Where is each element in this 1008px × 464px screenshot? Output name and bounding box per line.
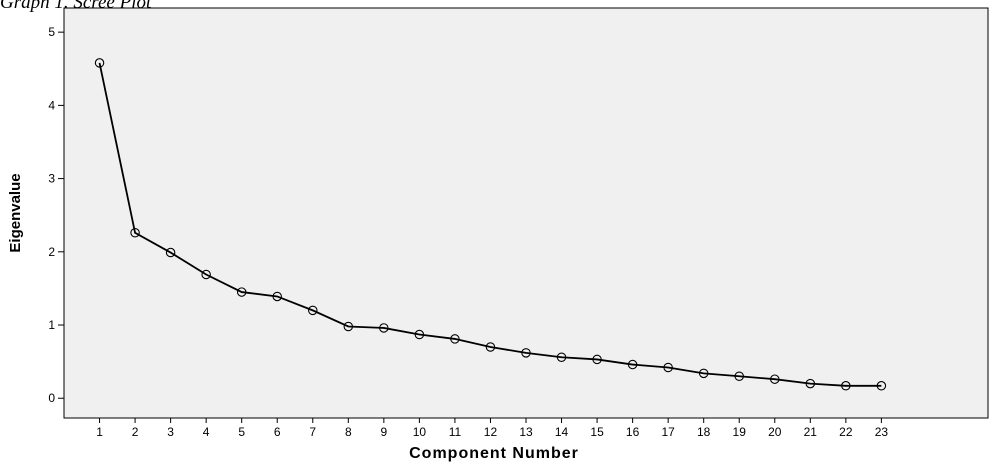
series-line [98, 62, 882, 387]
y-tick-label: 3 [48, 172, 55, 186]
data-point-marker [841, 381, 851, 391]
x-tick-label: 5 [238, 425, 245, 439]
x-tick-label: 15 [590, 425, 604, 439]
x-tick-label: 4 [203, 425, 210, 439]
y-tick-label: 1 [48, 318, 55, 332]
y-tick-label: 2 [48, 245, 55, 259]
data-point-marker [165, 247, 176, 258]
x-tick-label: 3 [167, 425, 174, 439]
x-tick-label: 6 [274, 425, 281, 439]
data-point-marker [734, 371, 744, 382]
data-point-marker [485, 342, 496, 352]
x-tick-label: 22 [839, 425, 853, 439]
y-tick-label: 0 [48, 391, 55, 405]
x-tick-label: 9 [381, 425, 388, 439]
x-tick-label: 21 [804, 425, 818, 439]
data-point-marker [663, 362, 673, 373]
x-tick-label: 14 [555, 425, 569, 439]
data-point-marker [343, 321, 354, 332]
data-points [94, 58, 887, 391]
data-point-marker [201, 269, 211, 280]
data-point-marker [876, 381, 887, 391]
y-axis-title: Eigenvalue [7, 173, 24, 252]
data-point-marker [698, 368, 709, 379]
x-tick-label: 8 [345, 425, 352, 439]
x-tick-label: 17 [661, 425, 675, 439]
data-point-marker [805, 378, 816, 389]
data-point-marker [627, 359, 638, 370]
x-tick-label: 1 [96, 425, 103, 439]
data-point-marker [592, 354, 602, 365]
x-tick-label: 10 [413, 425, 427, 439]
data-point-marker [236, 287, 247, 297]
plot-area [63, 7, 989, 419]
x-tick-label: 18 [697, 425, 711, 439]
data-point-marker [414, 329, 425, 340]
data-point-marker [94, 58, 105, 68]
x-tick-label: 11 [449, 425, 462, 439]
x-tick-label: 23 [875, 425, 889, 439]
x-axis: 1 2 3 4 5 6 7 8 9 10 11 12 13 14 15 16 17 18 19 20 21 22 23 [96, 418, 888, 439]
data-point-marker [770, 374, 780, 384]
x-tick-label: 13 [519, 425, 533, 439]
data-point-marker [308, 305, 318, 316]
y-tick-label: 5 [48, 25, 55, 39]
data-point-marker [450, 334, 460, 344]
data-point-marker [521, 348, 531, 358]
data-point-marker [556, 352, 567, 362]
x-tick-label: 19 [733, 425, 747, 439]
y-tick-label: 4 [48, 98, 55, 112]
y-axis: 0 1 2 3 4 5 [48, 25, 64, 405]
x-axis-title: Component Number [409, 445, 579, 462]
x-tick-label: 7 [309, 425, 316, 439]
x-tick-label: 20 [768, 425, 782, 439]
data-point-marker [130, 228, 140, 238]
x-tick-label: 16 [626, 425, 640, 439]
x-tick-label: 2 [132, 425, 139, 439]
x-tick-label: 12 [484, 425, 498, 439]
data-point-marker [379, 323, 389, 333]
data-point-marker [272, 291, 282, 302]
